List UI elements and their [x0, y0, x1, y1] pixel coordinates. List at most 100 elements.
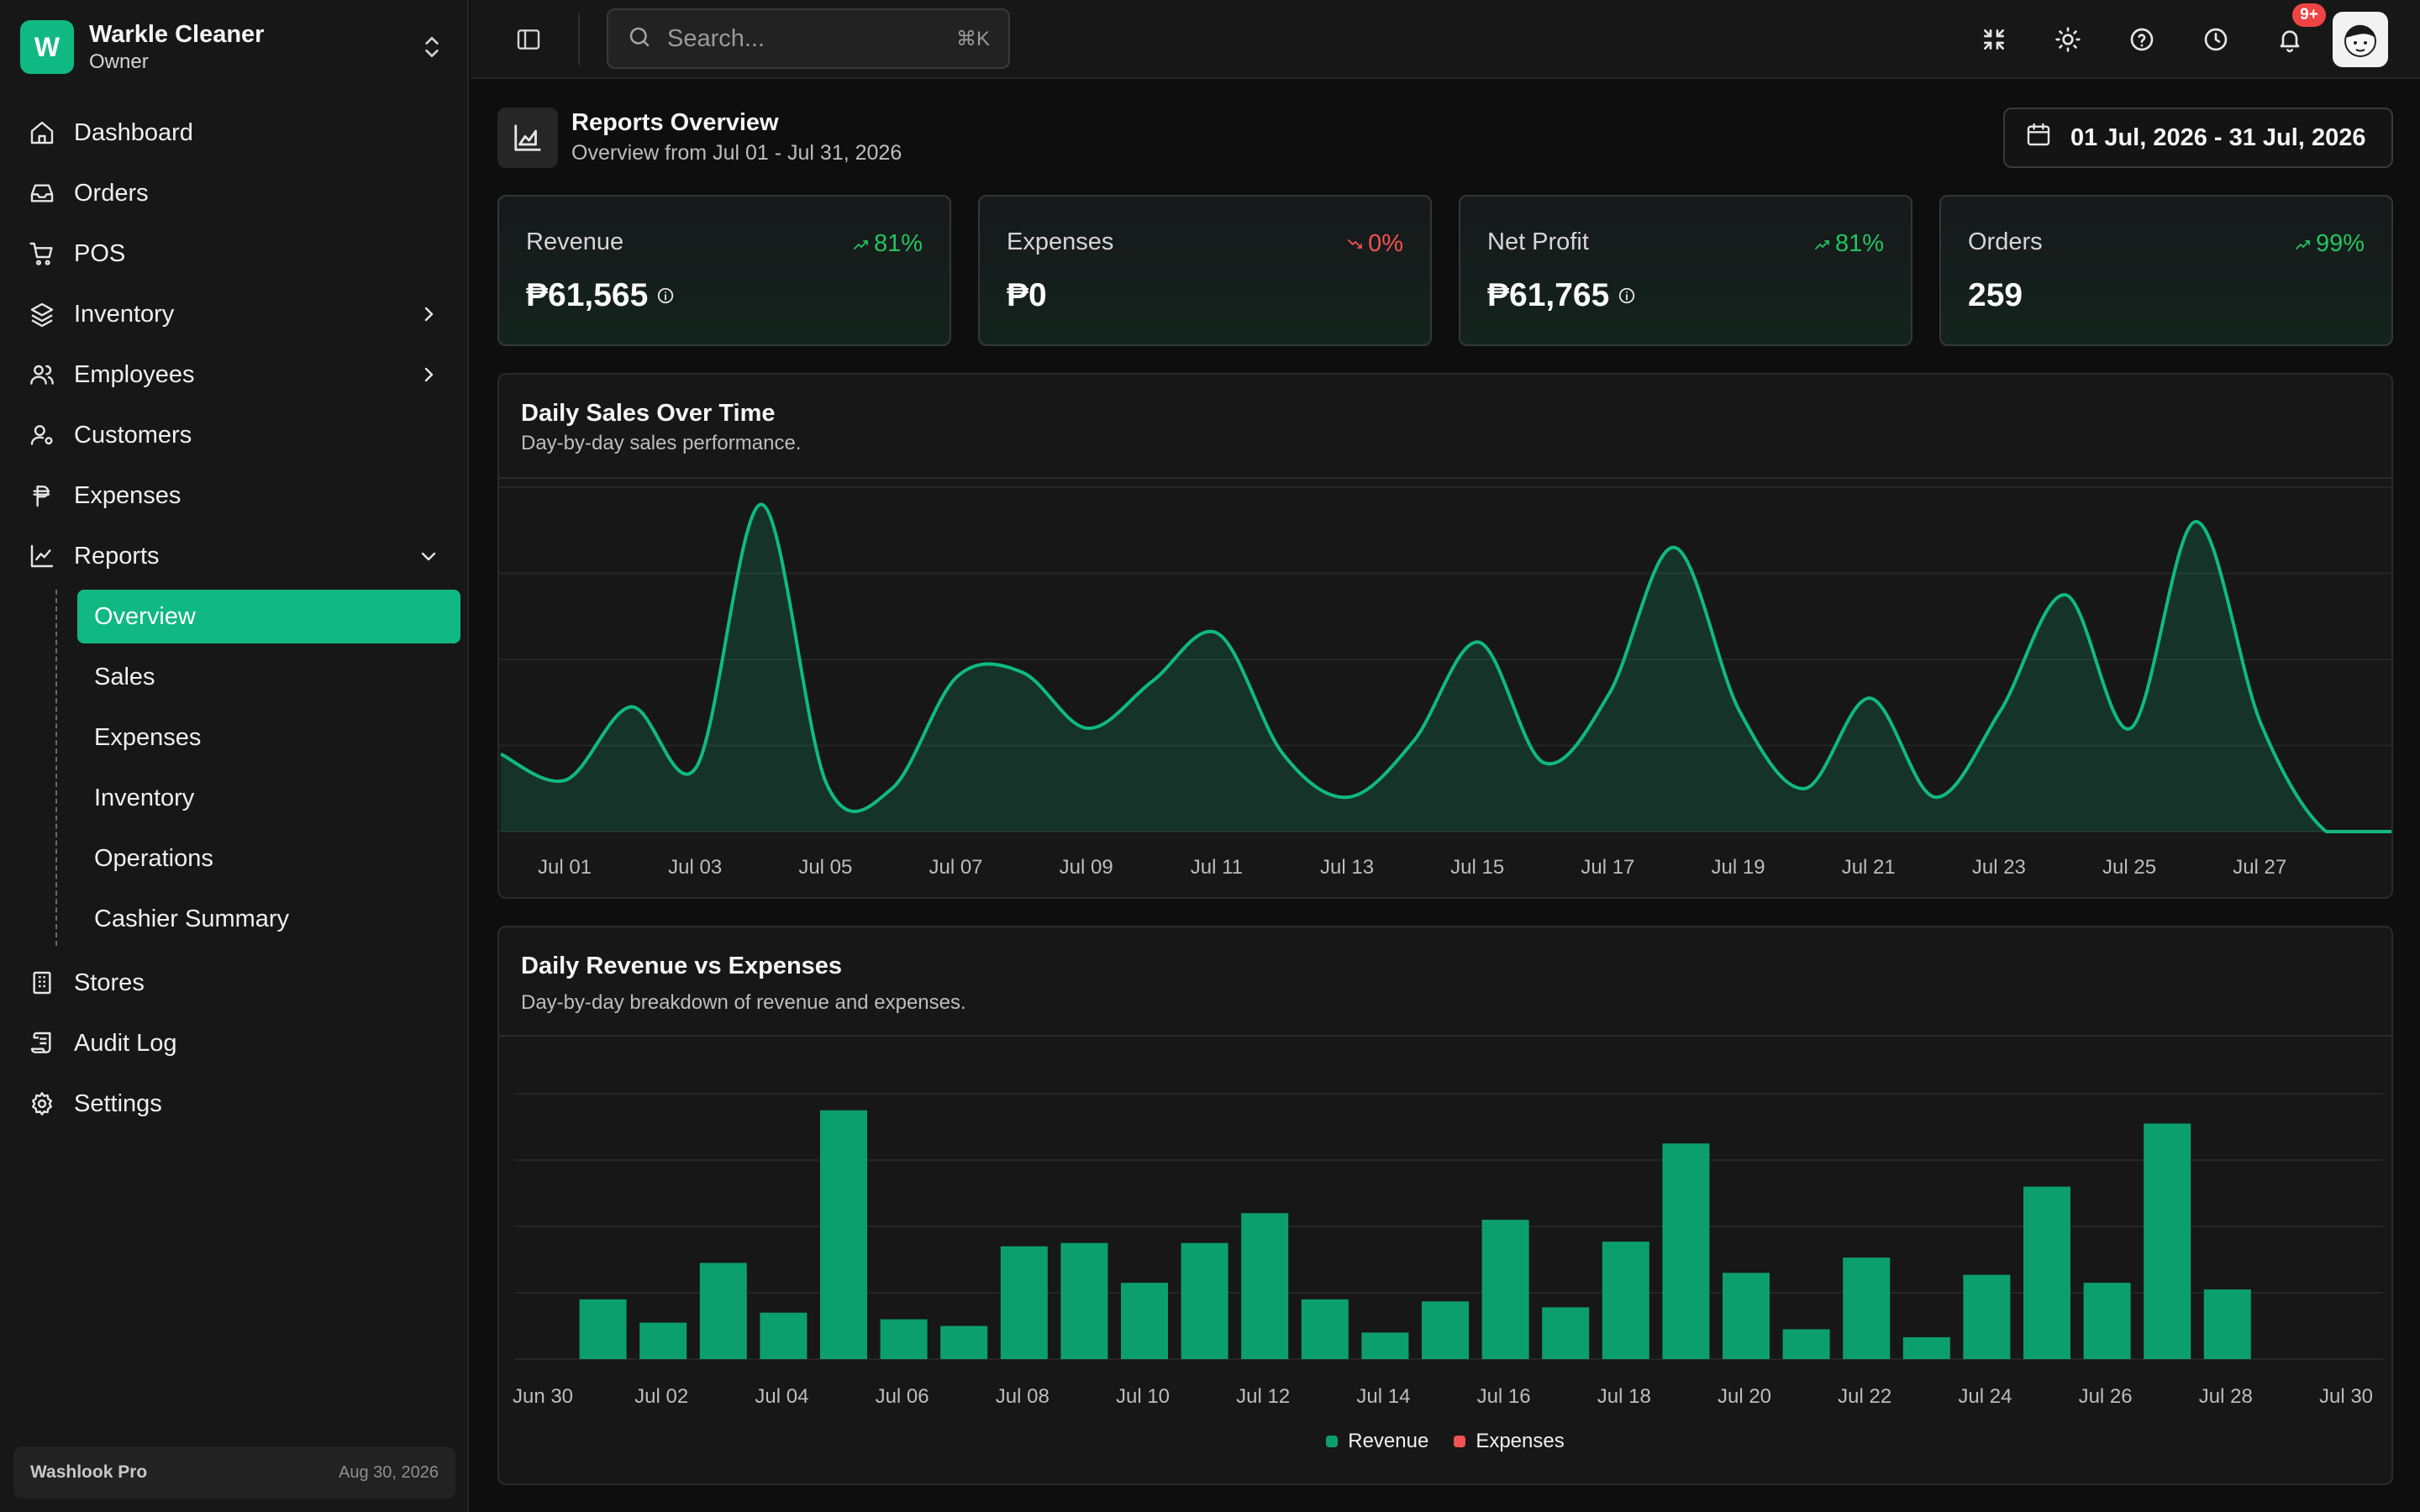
- date-range-label: 01 Jul, 2026 - 31 Jul, 2026: [2070, 123, 2366, 151]
- sidebar-item-reports[interactable]: Reports: [17, 526, 452, 586]
- x-tick-label: Jul 05: [798, 856, 852, 879]
- revenue-bar: [1481, 1220, 1529, 1359]
- subnav-item-sales[interactable]: Sales: [94, 663, 155, 690]
- sidebar-item-employees[interactable]: Employees: [17, 344, 452, 405]
- kpi-value: 259: [1968, 277, 2023, 314]
- kpi-delta-value: 0%: [1368, 230, 1403, 257]
- sidebar-item-expenses[interactable]: Expenses: [17, 465, 452, 526]
- sidebar: W Warkle Cleaner Owner Dashboard Orders …: [0, 0, 469, 1512]
- sidebar-item-label: Stores: [74, 969, 145, 996]
- kpi-label: Revenue: [526, 228, 624, 255]
- sidebar-item-pos[interactable]: POS: [17, 223, 452, 284]
- revenue-bar: [1301, 1299, 1349, 1359]
- minimize-icon[interactable]: [1976, 22, 2012, 57]
- x-tick-label: Jul 17: [1581, 856, 1634, 879]
- kpi-card-revenue: Revenue 81% ₱61,565: [497, 195, 951, 346]
- chart-title: Daily Sales Over Time: [521, 400, 776, 427]
- gear-icon: [27, 1089, 57, 1119]
- legend-item-expenses[interactable]: Expenses: [1454, 1430, 1565, 1453]
- revenue-bar: [1422, 1301, 1469, 1359]
- x-tick-label: Jul 13: [1320, 856, 1374, 879]
- store-switcher[interactable]: W Warkle Cleaner Owner: [20, 20, 449, 74]
- users-icon: [27, 360, 57, 390]
- kpi-delta-value: 81%: [1834, 230, 1884, 257]
- legend-swatch: [1326, 1436, 1339, 1447]
- sidebar-item-dashboard[interactable]: Dashboard: [17, 102, 452, 163]
- search-shortcut: ⌘K: [955, 27, 990, 50]
- cart-icon: [27, 239, 57, 269]
- chevrons-up-down-icon[interactable]: [415, 30, 449, 64]
- revenue-expenses-chart: Jun 30 Jul 02 Jul 04 Jul 06 Jul 08 Jul 10 Jul …: [513, 1093, 2383, 1408]
- x-tick-label: Jul 01: [538, 856, 592, 879]
- subnav-item-inventory[interactable]: Inventory: [94, 784, 195, 811]
- revenue-bar: [1723, 1273, 1770, 1359]
- bell-icon[interactable]: [2272, 22, 2307, 57]
- sidebar-item-label: Reports: [74, 542, 160, 570]
- kpi-delta-value: 99%: [2315, 230, 2365, 257]
- page-header: Reports Overview Overview from Jul 01 - …: [497, 108, 2393, 170]
- x-tick-label: Jul 09: [1060, 856, 1113, 879]
- kpi-delta: 0%: [1348, 230, 1403, 258]
- chevron-down-icon[interactable]: [413, 541, 444, 571]
- store-name: Warkle Cleaner: [89, 21, 265, 48]
- user-cog-icon: [27, 420, 57, 450]
- x-tick-label: Jul 07: [929, 856, 982, 879]
- notification-badge: 9+: [2292, 3, 2326, 27]
- x-tick-label: Jul 30: [2319, 1385, 2373, 1408]
- scroll-icon: [27, 1028, 57, 1058]
- kpi-value-text: ₱0: [1007, 277, 1047, 313]
- subnav-item-expenses[interactable]: Expenses: [94, 723, 202, 751]
- calendar-icon: [2025, 121, 2052, 155]
- trend-up-icon: [2296, 239, 2311, 250]
- inbox-icon: [27, 178, 57, 208]
- sidebar-item-inventory[interactable]: Inventory: [17, 284, 452, 344]
- date-range-picker[interactable]: 01 Jul, 2026 - 31 Jul, 2026: [2003, 108, 2393, 168]
- x-tick-label: Jul 18: [1597, 1385, 1651, 1408]
- card-divider: [499, 1035, 2391, 1037]
- help-icon[interactable]: [2124, 22, 2160, 57]
- chevron-right-icon[interactable]: [413, 360, 444, 390]
- sidebar-item-stores[interactable]: Stores: [17, 953, 452, 1013]
- sidebar-item-audit-log[interactable]: Audit Log: [17, 1013, 452, 1074]
- sidebar-item-label: POS: [74, 239, 126, 267]
- sidebar-item-orders[interactable]: Orders: [17, 163, 452, 223]
- x-tick-label: Jul 15: [1450, 856, 1504, 879]
- info-icon[interactable]: [656, 286, 675, 305]
- revenue-bar: [820, 1110, 867, 1359]
- sidebar-item-label: Inventory: [74, 300, 175, 328]
- sidebar-item-settings[interactable]: Settings: [17, 1074, 452, 1134]
- subnav-item-overview[interactable]: Overview: [77, 590, 460, 643]
- x-tick-label: Jul 03: [668, 856, 722, 879]
- brand-logo: W: [20, 20, 74, 74]
- legend-item-revenue[interactable]: Revenue: [1326, 1430, 1428, 1453]
- search-input[interactable]: Search... ⌘K: [607, 8, 1010, 69]
- kpi-card-orders: Orders 99% 259: [1939, 195, 2393, 346]
- revenue-bar: [940, 1326, 988, 1359]
- subnav-item-operations[interactable]: Operations: [94, 844, 213, 872]
- plan-name: Washlook Pro: [30, 1462, 148, 1482]
- sidebar-item-label: Settings: [74, 1089, 162, 1117]
- sidebar-item-label: Audit Log: [74, 1029, 177, 1057]
- revenue-bar: [1902, 1336, 1950, 1359]
- legend-label: Expenses: [1476, 1430, 1565, 1452]
- revenue-bar: [2203, 1289, 2251, 1359]
- clock-icon[interactable]: [2198, 22, 2233, 57]
- subnav-item-cashier-summary[interactable]: Cashier Summary: [94, 905, 290, 932]
- x-tick-label: Jul 24: [1958, 1385, 2012, 1408]
- avatar[interactable]: [2333, 12, 2388, 67]
- info-icon[interactable]: [1618, 286, 1636, 305]
- kpi-card-net-profit: Net Profit 81% ₱61,765: [1459, 195, 1912, 346]
- chevron-right-icon[interactable]: [413, 299, 444, 329]
- plan-date: Aug 30, 2026: [339, 1462, 439, 1482]
- x-tick-label: Jul 14: [1356, 1385, 1410, 1408]
- kpi-label: Net Profit: [1487, 228, 1589, 255]
- kpi-value: ₱0: [1007, 277, 1047, 314]
- sidebar-toggle-icon[interactable]: [511, 22, 546, 57]
- layers-icon: [27, 299, 57, 329]
- x-tick-label: Jul 02: [634, 1385, 688, 1408]
- sun-icon[interactable]: [2050, 22, 2086, 57]
- sidebar-item-customers[interactable]: Customers: [17, 405, 452, 465]
- trend-down-icon: [1348, 239, 1363, 250]
- x-tick-label: Jul 10: [1116, 1385, 1170, 1408]
- kpi-value: ₱61,565: [526, 277, 675, 314]
